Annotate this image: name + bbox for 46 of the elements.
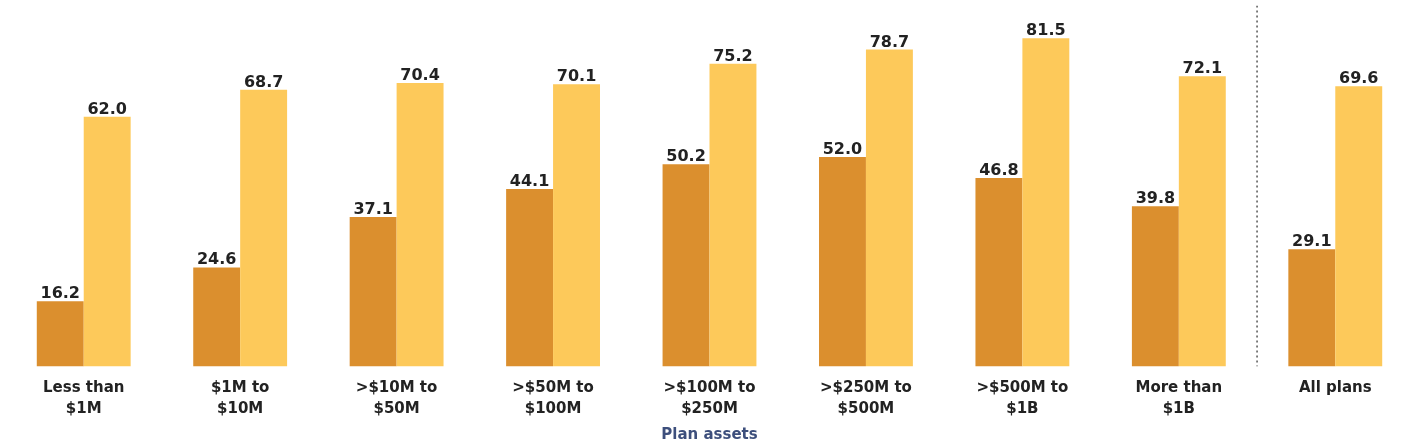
x-tick-label: All plans bbox=[1298, 377, 1372, 396]
bar bbox=[1288, 249, 1336, 367]
data-label: 37.1 bbox=[353, 199, 393, 219]
bar bbox=[1335, 86, 1383, 367]
bar bbox=[553, 84, 600, 367]
x-tick-label: Less than $1M bbox=[42, 377, 125, 418]
bar bbox=[240, 89, 288, 367]
x-axis-title: Plan assets bbox=[661, 425, 758, 444]
data-label: 50.2 bbox=[666, 146, 706, 166]
bar bbox=[36, 301, 84, 367]
data-label: 62.0 bbox=[87, 98, 127, 118]
data-label: 81.5 bbox=[1026, 20, 1066, 40]
x-tick-label: >$250M to $500M bbox=[819, 377, 912, 418]
data-label: 68.7 bbox=[243, 71, 284, 91]
bar bbox=[83, 116, 131, 367]
data-label: 44.1 bbox=[509, 170, 550, 190]
bar bbox=[819, 157, 866, 367]
bar bbox=[709, 63, 757, 367]
data-label: 78.7 bbox=[869, 31, 910, 51]
x-tick-label: $1M to $10M bbox=[210, 377, 270, 418]
bar bbox=[975, 178, 1023, 367]
bar bbox=[662, 164, 710, 367]
data-label: 29.1 bbox=[1292, 231, 1332, 251]
data-label: 16.2 bbox=[40, 283, 80, 303]
data-label: 39.8 bbox=[1135, 188, 1176, 208]
x-tick-label: More than $1B bbox=[1135, 377, 1223, 418]
data-label: 52.0 bbox=[822, 139, 863, 159]
data-label: 75.2 bbox=[713, 45, 753, 65]
bar bbox=[1178, 76, 1226, 367]
bar bbox=[1131, 206, 1179, 367]
x-tick-label: >$10M to $50M bbox=[355, 377, 438, 418]
x-tick-label: >$50M to $100M bbox=[512, 377, 594, 418]
x-tick-label: >$500M to $1B bbox=[976, 377, 1069, 418]
bar bbox=[1022, 38, 1070, 367]
x-tick-label: >$100M to $250M bbox=[663, 377, 756, 418]
data-label: 70.1 bbox=[556, 66, 597, 86]
bar bbox=[396, 83, 444, 367]
bar bbox=[865, 49, 913, 367]
bar bbox=[193, 267, 241, 367]
bar bbox=[349, 217, 397, 367]
bar bbox=[506, 188, 554, 367]
data-label: 70.4 bbox=[400, 65, 440, 85]
data-label: 69.6 bbox=[1339, 68, 1379, 88]
data-label: 24.6 bbox=[196, 249, 237, 269]
data-label: 46.8 bbox=[979, 160, 1019, 180]
data-label: 72.1 bbox=[1182, 58, 1223, 78]
